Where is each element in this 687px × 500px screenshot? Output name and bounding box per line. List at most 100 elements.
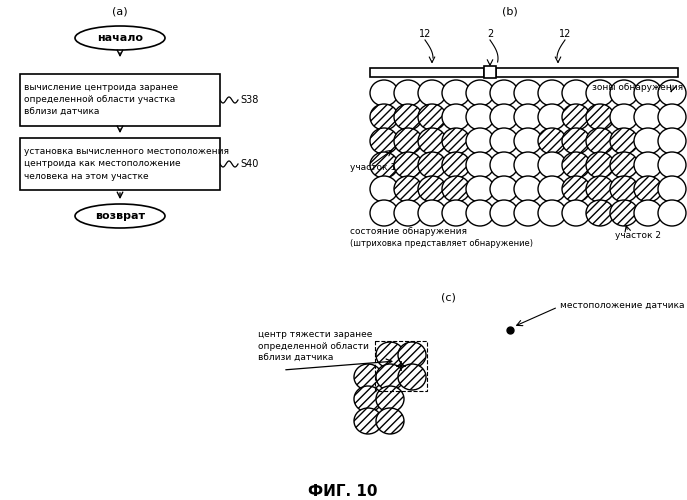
Ellipse shape: [658, 200, 686, 226]
Text: (b): (b): [502, 7, 518, 17]
Ellipse shape: [394, 152, 422, 178]
Text: состояние обнаружения: состояние обнаружения: [350, 228, 467, 236]
Ellipse shape: [586, 200, 614, 226]
Ellipse shape: [75, 26, 165, 50]
Text: участок 1: участок 1: [350, 164, 396, 172]
Text: местоположение датчика: местоположение датчика: [560, 300, 684, 310]
Ellipse shape: [370, 128, 398, 154]
Ellipse shape: [562, 104, 590, 130]
Text: установка вычисленного местоположения
центроида как местоположение
человека на э: установка вычисленного местоположения це…: [24, 147, 229, 181]
Ellipse shape: [586, 152, 614, 178]
Ellipse shape: [490, 152, 518, 178]
Ellipse shape: [610, 80, 638, 106]
Text: центр тяжести заранее
определенной области
вблизи датчика: центр тяжести заранее определенной облас…: [258, 330, 372, 362]
Text: 12: 12: [419, 29, 431, 39]
Text: начало: начало: [97, 33, 143, 43]
Bar: [20, 74, 220, 126]
Text: вычисление центроида заранее
определенной области участка
вблизи датчика: вычисление центроида заранее определенно…: [24, 83, 178, 117]
Ellipse shape: [514, 104, 542, 130]
Ellipse shape: [466, 176, 494, 202]
Ellipse shape: [514, 152, 542, 178]
Ellipse shape: [75, 204, 165, 228]
Ellipse shape: [466, 128, 494, 154]
Ellipse shape: [442, 104, 470, 130]
Ellipse shape: [538, 128, 566, 154]
Ellipse shape: [562, 128, 590, 154]
Ellipse shape: [376, 408, 404, 434]
Ellipse shape: [610, 176, 638, 202]
Ellipse shape: [514, 80, 542, 106]
Text: (штриховка представляет обнаружение): (штриховка представляет обнаружение): [350, 240, 533, 248]
Ellipse shape: [514, 176, 542, 202]
Ellipse shape: [490, 104, 518, 130]
Ellipse shape: [466, 80, 494, 106]
Ellipse shape: [610, 200, 638, 226]
Ellipse shape: [658, 128, 686, 154]
Ellipse shape: [442, 128, 470, 154]
Ellipse shape: [490, 128, 518, 154]
Text: S38: S38: [240, 95, 258, 105]
Ellipse shape: [538, 200, 566, 226]
Ellipse shape: [514, 200, 542, 226]
Ellipse shape: [394, 128, 422, 154]
Ellipse shape: [354, 408, 382, 434]
Ellipse shape: [658, 80, 686, 106]
Ellipse shape: [658, 176, 686, 202]
Ellipse shape: [370, 104, 398, 130]
Bar: [370, 68, 484, 76]
Ellipse shape: [610, 128, 638, 154]
Ellipse shape: [394, 176, 422, 202]
Ellipse shape: [634, 80, 662, 106]
Ellipse shape: [634, 152, 662, 178]
Ellipse shape: [370, 80, 398, 106]
Ellipse shape: [394, 200, 422, 226]
Ellipse shape: [370, 200, 398, 226]
Ellipse shape: [562, 152, 590, 178]
Ellipse shape: [634, 176, 662, 202]
Ellipse shape: [418, 152, 446, 178]
Ellipse shape: [376, 386, 404, 412]
Ellipse shape: [442, 80, 470, 106]
Ellipse shape: [586, 104, 614, 130]
Text: участок 2: участок 2: [615, 230, 661, 239]
Bar: [20, 138, 220, 190]
Ellipse shape: [418, 128, 446, 154]
Text: зоны обнаружения: зоны обнаружения: [592, 84, 683, 92]
Ellipse shape: [490, 80, 518, 106]
Ellipse shape: [634, 104, 662, 130]
Ellipse shape: [658, 104, 686, 130]
Ellipse shape: [398, 342, 426, 368]
Ellipse shape: [586, 128, 614, 154]
Ellipse shape: [394, 104, 422, 130]
Ellipse shape: [370, 176, 398, 202]
Ellipse shape: [538, 80, 566, 106]
Ellipse shape: [398, 364, 426, 390]
Ellipse shape: [376, 364, 404, 390]
Ellipse shape: [466, 200, 494, 226]
Ellipse shape: [490, 176, 518, 202]
Text: 2: 2: [487, 29, 493, 39]
Text: S40: S40: [240, 159, 258, 169]
Ellipse shape: [418, 200, 446, 226]
Ellipse shape: [442, 152, 470, 178]
Text: (c): (c): [440, 293, 455, 303]
Ellipse shape: [562, 176, 590, 202]
Ellipse shape: [538, 152, 566, 178]
Ellipse shape: [514, 128, 542, 154]
Text: возврат: возврат: [95, 211, 145, 221]
Ellipse shape: [442, 176, 470, 202]
Ellipse shape: [370, 152, 398, 178]
Ellipse shape: [610, 152, 638, 178]
Bar: [484, 66, 496, 78]
Ellipse shape: [538, 104, 566, 130]
Ellipse shape: [466, 152, 494, 178]
Ellipse shape: [418, 104, 446, 130]
Ellipse shape: [354, 386, 382, 412]
Ellipse shape: [586, 80, 614, 106]
Ellipse shape: [466, 104, 494, 130]
Ellipse shape: [538, 176, 566, 202]
Text: (a): (a): [112, 7, 128, 17]
Ellipse shape: [354, 364, 382, 390]
Ellipse shape: [376, 342, 404, 368]
Ellipse shape: [562, 200, 590, 226]
